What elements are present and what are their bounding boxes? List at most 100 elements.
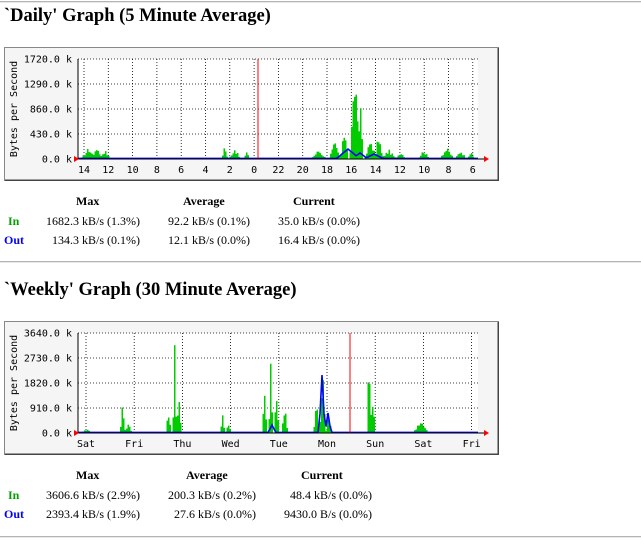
in-series-bar	[346, 150, 348, 159]
x-tick-label: 10	[418, 165, 430, 176]
y-tick-label: 1820.0 k	[24, 379, 72, 390]
x-tick-label: 10	[127, 165, 139, 176]
x-tick-label: 14	[78, 165, 90, 176]
daily-stats-in-max: 1682.3 kB/s (1.3%)	[46, 214, 140, 228]
daily-graph: Bytes per Second 0.0 k 430.0 k 860.0 k 1290.…	[4, 47, 499, 181]
in-series-bar	[174, 345, 176, 433]
in-series-bar	[369, 384, 371, 433]
daily-stats-table: Max Average Current In 1682.3 kB/s (1.3%…	[0, 192, 400, 252]
in-series-bar	[226, 427, 228, 433]
in-series-bar	[91, 153, 93, 159]
in-series-bar	[349, 152, 351, 159]
in-series-bar	[231, 155, 233, 159]
in-series-bar	[426, 430, 428, 433]
in-series-bar	[99, 154, 101, 159]
x-tick-label: 4	[202, 165, 208, 176]
in-series-bar	[444, 152, 446, 159]
in-series-bar	[262, 413, 264, 433]
in-series-bar	[180, 422, 182, 433]
weekly-graph-title: `Weekly' Graph (30 Minute Average)	[4, 280, 297, 300]
in-series-bar	[274, 412, 276, 433]
in-series-bar	[384, 155, 386, 159]
x-tick-label: 0	[251, 165, 257, 176]
in-series-bar	[282, 423, 284, 433]
in-series-bar	[82, 155, 84, 159]
in-series-bar	[325, 430, 327, 433]
in-series-bar	[423, 153, 425, 159]
x-tick-label: 6	[178, 165, 184, 176]
in-series-bar	[88, 152, 90, 159]
out-series-line	[78, 374, 478, 434]
y-tick-label: 0.0 k	[42, 155, 72, 166]
in-series-bar	[385, 152, 387, 159]
in-series-bar	[441, 155, 443, 159]
in-series-bar	[378, 142, 380, 159]
in-series-bar	[399, 155, 401, 159]
in-series-bar	[370, 144, 372, 159]
x-axis-arrow	[484, 156, 489, 162]
in-series-bar	[462, 155, 464, 159]
in-series-bar	[235, 153, 237, 159]
weekly-stats-in-average: 200.3 kB/s (0.2%)	[168, 488, 256, 502]
x-tick-label: 8	[445, 165, 451, 176]
in-series-bar	[366, 153, 368, 159]
daily-stats-in-label: In	[8, 214, 20, 228]
in-series-bar	[372, 406, 374, 433]
daily-stats-in-current: 35.0 kB/s (0.0%)	[278, 214, 360, 228]
in-series-bar	[120, 426, 122, 433]
in-series-bar	[121, 407, 123, 433]
in-series-bar	[96, 150, 98, 159]
in-series-bar	[334, 143, 336, 159]
in-series-bar	[469, 154, 471, 159]
y-tick-label: 1290.0 k	[24, 80, 72, 91]
in-series-bar	[370, 414, 372, 433]
in-series-bar	[234, 150, 236, 159]
in-series-bar	[345, 140, 347, 159]
in-series-bar	[460, 152, 462, 159]
daily-stats-header-max: Max	[76, 194, 100, 208]
y-tick-label: 1720.0 k	[24, 55, 72, 66]
in-series-bar	[265, 419, 267, 433]
daily-stats-out-average: 12.1 kB/s (0.0%)	[168, 233, 250, 247]
in-series-bar	[354, 96, 356, 159]
in-series-bar	[471, 153, 473, 159]
in-series-bar	[318, 151, 320, 159]
in-series-bar	[123, 418, 125, 433]
x-tick-label: Mon	[318, 439, 336, 450]
in-series-bar	[340, 155, 342, 159]
daily-stats-out-max: 134.3 kB/s (0.1%)	[52, 233, 140, 247]
in-series-bar	[270, 363, 272, 433]
x-axis-arrow	[484, 430, 489, 436]
in-series-bar	[315, 410, 317, 433]
in-series-bar	[94, 151, 96, 159]
x-tick-label: 22	[272, 165, 284, 176]
in-series-bar	[229, 429, 231, 433]
axis-origin-arrow	[74, 156, 79, 162]
in-series-bar	[360, 108, 362, 159]
in-series-bar	[220, 426, 222, 433]
in-series-bar	[271, 412, 273, 433]
y-tick-label: 0.0 k	[42, 429, 72, 440]
in-series-bar	[450, 154, 452, 159]
in-series-bar	[328, 420, 330, 433]
y-tick-label: 3640.0 k	[24, 329, 72, 340]
in-series-bar	[166, 420, 168, 433]
in-series-bar	[105, 151, 107, 159]
in-series-bar	[246, 152, 248, 159]
divider-top	[0, 1, 641, 3]
x-tick-label: 20	[297, 165, 309, 176]
in-series-bar	[178, 402, 180, 433]
in-series-bar	[106, 155, 108, 159]
in-series-bar	[169, 424, 171, 433]
in-series-bar	[418, 425, 420, 433]
in-series-bar	[387, 153, 389, 159]
in-series-bar	[283, 415, 285, 433]
in-series-bar	[124, 429, 126, 433]
in-series-bar	[391, 153, 393, 159]
weekly-stats-table: Max Average Current In 3606.6 kB/s (2.9%…	[0, 466, 420, 526]
axis-origin-arrow	[74, 430, 79, 436]
in-series-bar	[448, 151, 450, 159]
in-series-bar	[426, 154, 428, 159]
in-series-bar	[456, 156, 458, 159]
in-series-bar	[285, 413, 287, 433]
